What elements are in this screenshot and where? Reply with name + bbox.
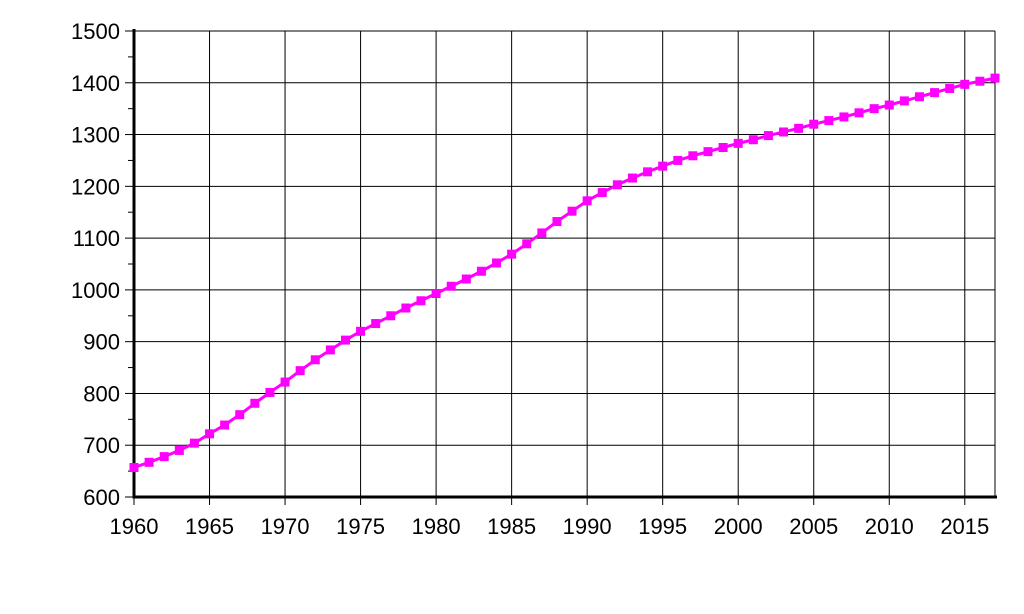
data-point <box>416 296 426 306</box>
grid-lines <box>134 30 996 497</box>
data-point <box>597 188 607 198</box>
data-point <box>748 135 758 145</box>
data-point <box>612 180 622 190</box>
x-tick-label: 2010 <box>865 514 914 539</box>
data-point <box>431 289 441 299</box>
data-point <box>129 462 139 472</box>
x-tick-label: 2005 <box>789 514 838 539</box>
data-point <box>779 127 789 137</box>
data-point <box>235 410 245 420</box>
data-point <box>386 311 396 321</box>
x-tick-label: 1980 <box>412 514 461 539</box>
data-point <box>356 326 366 336</box>
y-tick-label: 600 <box>83 485 120 510</box>
data-point <box>371 319 381 329</box>
data-point <box>643 167 653 177</box>
x-tick-label: 1970 <box>261 514 310 539</box>
y-tick-label: 800 <box>83 381 120 406</box>
data-point <box>673 155 683 165</box>
data-point <box>189 438 199 448</box>
data-point <box>492 258 502 268</box>
x-tick-label: 1995 <box>638 514 687 539</box>
data-point <box>295 366 305 376</box>
data-point <box>552 217 562 227</box>
data-point <box>507 249 517 259</box>
x-tick-label: 2015 <box>940 514 989 539</box>
series-line <box>133 76 996 469</box>
data-point <box>930 88 940 98</box>
data-point <box>733 138 743 148</box>
x-tick-label: 1985 <box>487 514 536 539</box>
data-point <box>567 206 577 216</box>
y-tick-label: 1400 <box>71 71 120 96</box>
y-axis-tick-labels: 600 700 800 900 1000 1100 1200 1300 1400 1500 <box>71 19 120 510</box>
data-point <box>975 76 985 86</box>
data-point <box>945 83 955 93</box>
data-point <box>522 239 532 249</box>
data-point <box>340 335 350 345</box>
y-tick-label: 900 <box>83 330 120 355</box>
x-tick-label: 2000 <box>714 514 763 539</box>
data-point <box>854 108 864 118</box>
data-point <box>144 457 154 467</box>
x-tick-label: 1965 <box>185 514 234 539</box>
y-tick-label: 1200 <box>71 174 120 199</box>
data-point <box>718 143 728 152</box>
data-point <box>220 420 230 430</box>
data-point <box>582 196 592 206</box>
series-layer <box>129 73 1000 472</box>
data-point <box>265 387 275 397</box>
data-point <box>658 161 668 171</box>
data-point <box>990 73 1000 83</box>
data-point <box>914 92 924 102</box>
data-point <box>280 377 290 387</box>
data-point <box>476 266 486 276</box>
data-point <box>763 131 773 141</box>
data-point <box>869 104 879 114</box>
data-point <box>884 100 894 110</box>
x-tick-label: 1960 <box>110 514 159 539</box>
data-point <box>537 228 547 238</box>
data-point <box>250 398 260 408</box>
data-point <box>703 147 713 157</box>
data-point <box>325 345 335 355</box>
data-point <box>960 79 970 89</box>
data-point <box>446 281 456 291</box>
axes <box>132 29 997 499</box>
y-tick-label: 1000 <box>71 278 120 303</box>
y-tick-label: 1500 <box>71 19 120 44</box>
y-tick-label: 700 <box>83 433 120 458</box>
data-point <box>794 123 804 133</box>
y-tick-label: 1300 <box>71 123 120 148</box>
data-point <box>809 119 819 129</box>
data-point <box>461 274 471 284</box>
data-point <box>824 116 834 126</box>
data-point <box>174 445 184 455</box>
data-point <box>401 303 411 313</box>
x-axis-tick-labels: 1960 1965 1970 1975 1980 1985 1990 1995 2000 2005… <box>110 514 990 539</box>
data-point <box>159 452 169 462</box>
x-tick-label: 1990 <box>563 514 612 539</box>
data-point <box>310 355 320 365</box>
data-point <box>839 112 849 122</box>
data-point <box>627 173 637 183</box>
y-tick-label: 1100 <box>73 226 120 251</box>
data-point <box>899 96 909 106</box>
data-point <box>205 429 215 439</box>
x-tick-label: 1975 <box>336 514 385 539</box>
data-point <box>688 151 698 161</box>
